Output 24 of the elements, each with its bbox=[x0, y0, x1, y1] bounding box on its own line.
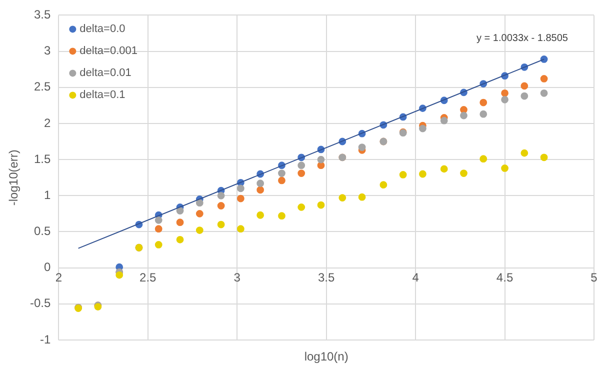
legend-label: delta=0.001 bbox=[80, 45, 138, 58]
y-tick-label: 0 bbox=[44, 260, 51, 274]
x-tick-label: 2.5 bbox=[140, 270, 157, 284]
x-tick-label: 5 bbox=[590, 270, 598, 284]
x-tick-label: 2 bbox=[55, 270, 62, 284]
y-axis-title: -log10(err) bbox=[6, 150, 20, 206]
y-tick-label: 1 bbox=[44, 188, 51, 202]
x-tick-label: 3 bbox=[234, 270, 241, 284]
legend-label: delta=0.01 bbox=[80, 67, 132, 80]
x-axis-title: log10(n) bbox=[304, 349, 348, 364]
legend-label: delta=0.0 bbox=[80, 23, 126, 36]
x-tick-label: 3.5 bbox=[318, 270, 336, 284]
y-tick-label: 1.5 bbox=[34, 152, 51, 166]
y-tick-label: 3 bbox=[44, 44, 51, 58]
y-tick-label: 0.5 bbox=[34, 224, 51, 238]
x-tick-label: 4 bbox=[412, 270, 420, 284]
y-tick-label: -0.5 bbox=[30, 296, 51, 310]
y-tick-label: -1 bbox=[40, 332, 51, 346]
y-tick-label: 2 bbox=[44, 116, 51, 130]
legend-label: delta=0.1 bbox=[80, 89, 126, 102]
y-tick-label: 2.5 bbox=[34, 80, 51, 94]
y-tick-label: 3.5 bbox=[34, 8, 51, 22]
x-tick-label: 4.5 bbox=[496, 270, 514, 284]
annotation: y = 1.0033x - 1.8505 bbox=[476, 32, 568, 44]
